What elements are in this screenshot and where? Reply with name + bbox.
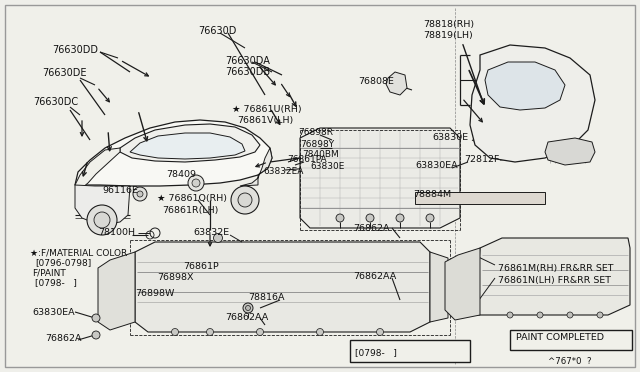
Circle shape bbox=[87, 205, 117, 235]
Text: 76630DC: 76630DC bbox=[33, 97, 78, 107]
Polygon shape bbox=[545, 138, 595, 165]
Text: 63832E: 63832E bbox=[193, 228, 229, 237]
Text: [0796-0798]: [0796-0798] bbox=[35, 258, 92, 267]
Text: ^767*0  ?: ^767*0 ? bbox=[548, 357, 591, 366]
Circle shape bbox=[188, 175, 204, 191]
Circle shape bbox=[257, 328, 264, 336]
Polygon shape bbox=[430, 252, 448, 322]
Circle shape bbox=[317, 328, 323, 336]
Circle shape bbox=[133, 187, 147, 201]
Circle shape bbox=[92, 314, 100, 322]
Polygon shape bbox=[386, 72, 407, 95]
Text: 76861N(LH) FR&RR SET: 76861N(LH) FR&RR SET bbox=[498, 276, 611, 285]
Polygon shape bbox=[75, 120, 272, 186]
Bar bbox=[350, 340, 470, 362]
Circle shape bbox=[597, 312, 603, 318]
Polygon shape bbox=[130, 133, 245, 159]
Circle shape bbox=[92, 331, 100, 339]
Text: ★ 76861Q(RH): ★ 76861Q(RH) bbox=[157, 194, 227, 203]
Text: ★ 76861U(RH): ★ 76861U(RH) bbox=[232, 105, 301, 114]
Circle shape bbox=[94, 212, 110, 228]
Text: 63830E: 63830E bbox=[432, 133, 468, 142]
Text: PAINT COMPLETED: PAINT COMPLETED bbox=[516, 333, 604, 342]
Circle shape bbox=[231, 186, 259, 214]
Text: 76862AA: 76862AA bbox=[353, 272, 396, 281]
Circle shape bbox=[243, 303, 253, 313]
Text: 78100H: 78100H bbox=[98, 228, 135, 237]
Text: 76861PA: 76861PA bbox=[287, 155, 326, 164]
Text: 63830EA: 63830EA bbox=[32, 308, 75, 317]
Circle shape bbox=[238, 193, 252, 207]
Polygon shape bbox=[135, 242, 430, 332]
Circle shape bbox=[507, 312, 513, 318]
Circle shape bbox=[396, 214, 404, 222]
Text: 76630DB: 76630DB bbox=[225, 67, 270, 77]
Text: [0798-   ]: [0798- ] bbox=[35, 278, 77, 287]
Circle shape bbox=[366, 214, 374, 222]
Text: 78884M: 78884M bbox=[413, 190, 451, 199]
Circle shape bbox=[192, 179, 200, 187]
Polygon shape bbox=[75, 185, 130, 224]
Bar bbox=[415, 192, 545, 204]
Text: [0798-   ]: [0798- ] bbox=[355, 348, 397, 357]
Circle shape bbox=[567, 312, 573, 318]
Bar bbox=[510, 330, 632, 350]
Circle shape bbox=[207, 328, 214, 336]
Text: 76861V(LH): 76861V(LH) bbox=[237, 116, 293, 125]
Text: 76862A: 76862A bbox=[353, 224, 390, 233]
Circle shape bbox=[376, 328, 383, 336]
Text: 7840BM: 7840BM bbox=[302, 150, 339, 159]
Text: ★:F/MATERIAL COLOR: ★:F/MATERIAL COLOR bbox=[30, 248, 127, 257]
Text: 76898Y: 76898Y bbox=[300, 140, 334, 149]
Text: 63832EA: 63832EA bbox=[263, 167, 303, 176]
Polygon shape bbox=[476, 238, 630, 315]
Text: 76630DD: 76630DD bbox=[52, 45, 98, 55]
Text: 76861R(LH): 76861R(LH) bbox=[162, 206, 218, 215]
Circle shape bbox=[137, 191, 143, 197]
Text: F/PAINT: F/PAINT bbox=[32, 268, 66, 277]
Circle shape bbox=[336, 214, 344, 222]
Text: 76898R: 76898R bbox=[298, 128, 333, 137]
Text: 78409: 78409 bbox=[166, 170, 196, 179]
Text: 63830EA: 63830EA bbox=[415, 161, 458, 170]
Text: 76862AA: 76862AA bbox=[225, 313, 268, 322]
Text: 78816A: 78816A bbox=[248, 293, 285, 302]
Polygon shape bbox=[470, 45, 595, 162]
Circle shape bbox=[172, 328, 179, 336]
Circle shape bbox=[537, 312, 543, 318]
Text: 72812F: 72812F bbox=[464, 155, 499, 164]
Circle shape bbox=[214, 234, 223, 243]
Text: 76898W: 76898W bbox=[135, 289, 174, 298]
Polygon shape bbox=[120, 124, 260, 162]
Polygon shape bbox=[240, 148, 272, 186]
Text: 76630DA: 76630DA bbox=[225, 56, 270, 66]
Polygon shape bbox=[485, 62, 565, 110]
Text: 78818(RH): 78818(RH) bbox=[423, 20, 474, 29]
Polygon shape bbox=[75, 148, 120, 188]
Polygon shape bbox=[98, 252, 135, 330]
Text: 76861P: 76861P bbox=[183, 262, 219, 271]
Text: 76861M(RH) FR&RR SET: 76861M(RH) FR&RR SET bbox=[498, 264, 614, 273]
Text: 76862A: 76862A bbox=[45, 334, 81, 343]
Text: 63830E: 63830E bbox=[310, 162, 344, 171]
Circle shape bbox=[246, 305, 250, 311]
Polygon shape bbox=[445, 248, 480, 320]
Text: 76630DE: 76630DE bbox=[42, 68, 86, 78]
Text: 76808E: 76808E bbox=[358, 77, 394, 86]
Polygon shape bbox=[300, 128, 460, 228]
Text: 96116E: 96116E bbox=[102, 186, 138, 195]
Text: 76630D: 76630D bbox=[198, 26, 236, 36]
Circle shape bbox=[426, 214, 434, 222]
Text: 76898X: 76898X bbox=[157, 273, 193, 282]
Text: 78819(LH): 78819(LH) bbox=[423, 31, 473, 40]
